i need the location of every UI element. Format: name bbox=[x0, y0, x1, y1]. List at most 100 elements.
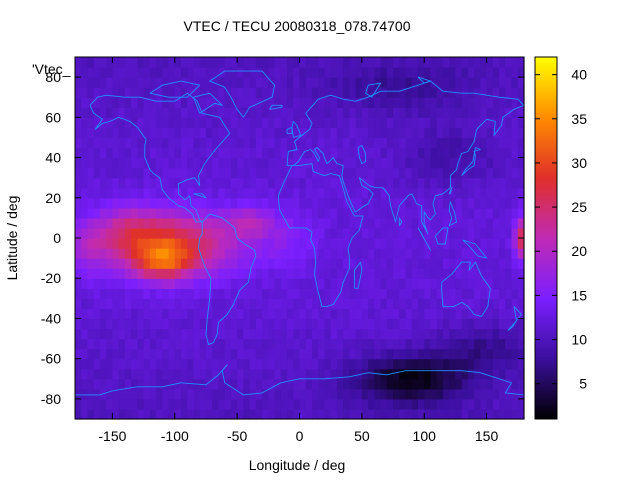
heatmap-cell bbox=[486, 187, 494, 199]
heatmap-cell bbox=[118, 117, 126, 128]
heatmap-cell bbox=[87, 378, 95, 390]
heatmap-cell bbox=[168, 288, 176, 299]
heatmap-cell bbox=[474, 177, 481, 189]
heatmap-cell bbox=[218, 77, 226, 88]
heatmap-cell bbox=[455, 57, 463, 68]
heatmap-cell bbox=[405, 238, 413, 249]
heatmap-cell bbox=[249, 227, 257, 239]
heatmap-cell bbox=[199, 318, 207, 330]
heatmap-cell bbox=[517, 248, 525, 259]
heatmap-cell bbox=[81, 117, 89, 128]
heatmap-cell bbox=[399, 388, 407, 400]
heatmap-cell bbox=[187, 137, 195, 149]
heatmap-cell bbox=[299, 157, 307, 169]
heatmap-cell bbox=[430, 187, 438, 199]
heatmap-cell bbox=[249, 77, 257, 88]
heatmap-cell bbox=[124, 278, 132, 289]
heatmap-cell bbox=[399, 77, 407, 88]
heatmap-cell bbox=[349, 227, 357, 239]
heatmap-cell bbox=[505, 227, 513, 239]
heatmap-cell bbox=[336, 147, 344, 159]
heatmap-cell bbox=[461, 368, 469, 380]
heatmap-cell bbox=[274, 57, 282, 68]
heatmap-cell bbox=[411, 87, 419, 98]
heatmap-cell bbox=[393, 298, 400, 309]
heatmap-cell bbox=[143, 308, 151, 320]
heatmap-cell bbox=[474, 398, 481, 410]
heatmap-cell bbox=[181, 238, 188, 249]
heatmap-cell bbox=[193, 278, 201, 289]
heatmap-cell bbox=[380, 298, 388, 309]
heatmap-cell bbox=[262, 117, 269, 128]
coastline-segment bbox=[209, 70, 276, 118]
heatmap-cell bbox=[137, 137, 145, 149]
heatmap-cell bbox=[131, 358, 138, 370]
coastline-segment bbox=[441, 261, 491, 317]
heatmap-cell bbox=[368, 197, 375, 209]
heatmap-cell bbox=[355, 368, 363, 380]
heatmap-cell bbox=[262, 77, 269, 88]
heatmap-cell bbox=[168, 328, 176, 340]
heatmap-cell bbox=[124, 248, 132, 259]
heatmap-cell bbox=[324, 298, 332, 309]
heatmap-cell bbox=[81, 137, 89, 149]
heatmap-cell bbox=[399, 318, 407, 330]
heatmap-cell bbox=[187, 227, 195, 239]
heatmap-cell bbox=[162, 288, 170, 299]
heatmap-cell bbox=[343, 87, 350, 98]
heatmap-cell bbox=[106, 348, 114, 360]
heatmap-cell bbox=[280, 57, 288, 68]
heatmap-cell bbox=[168, 197, 176, 209]
heatmap-cell bbox=[393, 248, 400, 259]
heatmap-cell bbox=[399, 187, 407, 199]
heatmap-cell bbox=[218, 278, 226, 289]
heatmap-cell bbox=[411, 358, 419, 370]
heatmap-cell bbox=[181, 348, 188, 360]
heatmap-cell bbox=[99, 338, 107, 350]
heatmap-cell bbox=[299, 87, 307, 98]
heatmap-cell bbox=[442, 177, 450, 189]
heatmap-cell bbox=[274, 107, 282, 118]
heatmap-cell bbox=[143, 358, 151, 370]
heatmap-cell bbox=[474, 217, 481, 229]
heatmap-cell bbox=[181, 157, 188, 169]
heatmap-cell bbox=[517, 57, 525, 68]
heatmap-cell bbox=[318, 57, 326, 68]
heatmap-cell bbox=[324, 278, 332, 289]
colorbar-tick-label: 5 bbox=[579, 376, 587, 392]
heatmap-cell bbox=[249, 408, 257, 420]
heatmap-cell bbox=[293, 67, 301, 78]
heatmap-cell bbox=[193, 388, 201, 400]
heatmap-cell bbox=[112, 338, 120, 350]
heatmap-cell bbox=[442, 298, 450, 309]
heatmap-cell bbox=[255, 107, 263, 118]
heatmap-cell bbox=[305, 137, 313, 149]
heatmap-cell bbox=[330, 368, 338, 380]
heatmap-cell bbox=[324, 348, 332, 360]
heatmap-cell bbox=[212, 97, 220, 108]
heatmap-cell bbox=[181, 147, 188, 159]
heatmap-cell bbox=[81, 97, 89, 108]
heatmap-cell bbox=[374, 268, 382, 279]
heatmap-cell bbox=[237, 167, 244, 179]
heatmap-cell bbox=[118, 258, 126, 269]
heatmap-cell bbox=[486, 278, 494, 289]
heatmap-cell bbox=[330, 217, 338, 229]
heatmap-cell bbox=[480, 298, 488, 309]
heatmap-cell bbox=[411, 388, 419, 400]
heatmap-cell bbox=[330, 398, 338, 410]
heatmap-cell bbox=[93, 398, 101, 410]
heatmap-cell bbox=[268, 378, 276, 390]
heatmap-cell bbox=[442, 328, 450, 340]
heatmap-cell bbox=[343, 187, 350, 199]
heatmap-cell bbox=[75, 298, 82, 309]
heatmap-cell bbox=[299, 358, 307, 370]
heatmap-cell bbox=[205, 268, 213, 279]
heatmap-cell bbox=[355, 177, 363, 189]
heatmap-cell bbox=[430, 137, 438, 149]
heatmap-cell bbox=[237, 127, 244, 139]
heatmap-cell bbox=[280, 127, 288, 139]
heatmap-cell bbox=[93, 177, 101, 189]
heatmap-cell bbox=[361, 207, 369, 219]
heatmap-cell bbox=[399, 157, 407, 169]
